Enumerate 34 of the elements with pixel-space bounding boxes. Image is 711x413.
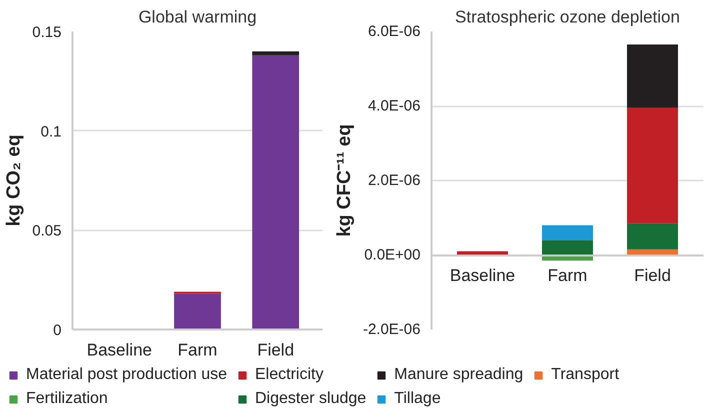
y-tick-label: -2.0E-06 — [362, 321, 421, 338]
bar — [252, 51, 300, 56]
x-tick-label: Farm — [548, 266, 588, 285]
legend-label: Digester sludge — [255, 390, 366, 408]
x-tick-label: Field — [257, 340, 294, 360]
x-tick-label: Farm — [178, 340, 218, 360]
chart-title: Global warming — [138, 8, 257, 26]
bar — [252, 55, 300, 330]
x-tick-label: Baseline — [86, 340, 152, 360]
y-tick-label: 0.1 — [40, 123, 62, 140]
y-tick-label: 0.05 — [32, 222, 62, 240]
y-axis-title: kg CO₂ eq — [3, 134, 24, 226]
y-tick-label: 6.0E-06 — [368, 23, 421, 40]
legend-label: Electricity — [255, 366, 324, 384]
bar — [174, 294, 221, 330]
x-tick-label: Baseline — [450, 266, 516, 285]
chart-title: Stratospheric ozone depletion — [455, 8, 680, 26]
y-axis-title: kg CFC⁻¹¹ eq — [334, 124, 355, 237]
bar — [627, 108, 678, 224]
y-tick-label: 2.0E-06 — [368, 172, 421, 189]
bar — [542, 225, 593, 240]
x-tick-label: Field — [634, 266, 671, 285]
y-tick-label: 4.0E-06 — [368, 98, 421, 114]
y-tick-label: 0.15 — [32, 24, 62, 41]
legend-label: Manure spreading — [394, 366, 524, 384]
y-tick-label: 0 — [53, 322, 62, 339]
legend-label: Transport — [551, 366, 620, 384]
bar — [627, 223, 678, 250]
bar — [627, 44, 678, 108]
legend-label: Fertilization — [26, 390, 108, 408]
bar — [542, 240, 593, 255]
legend-label: Material post production use — [26, 366, 227, 384]
legend-label: Tillage — [394, 390, 441, 408]
y-tick-label: 0.0E+00 — [364, 246, 421, 264]
